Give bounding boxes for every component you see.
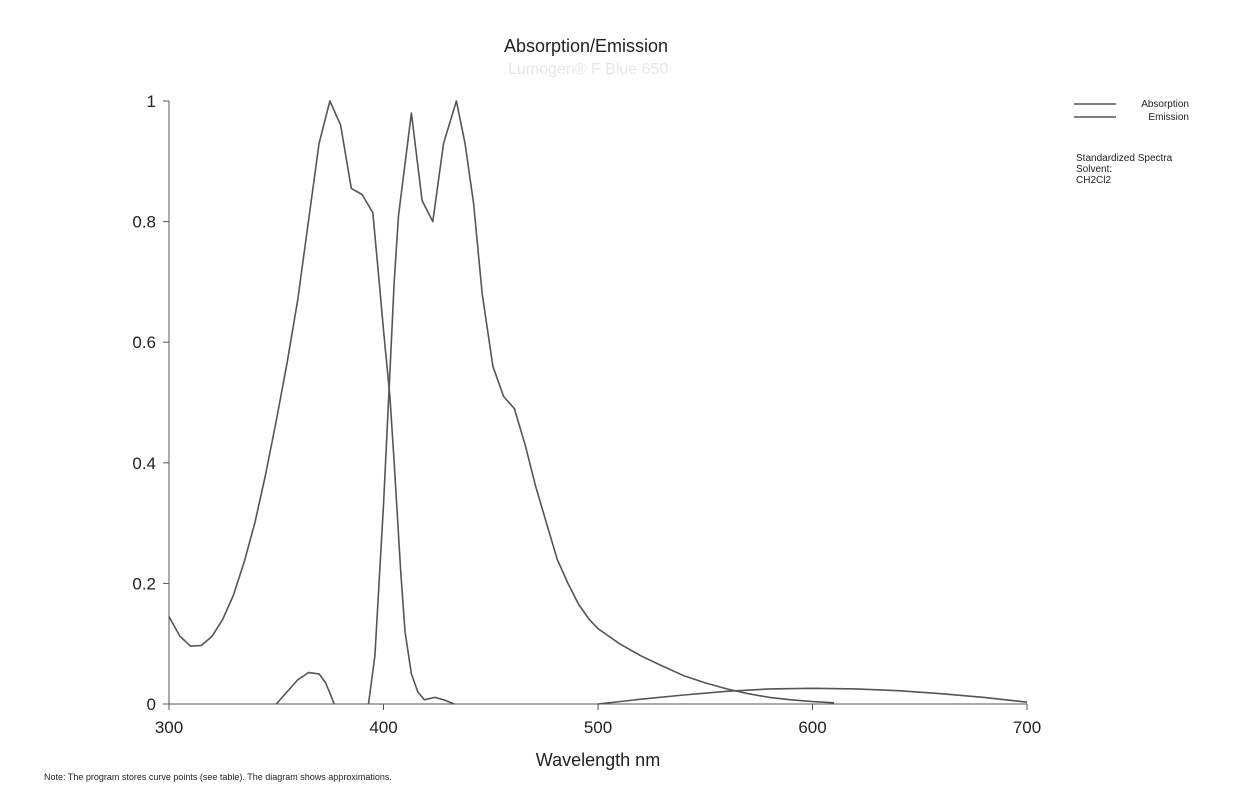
info-line-standardized: Standardized Spectra: [1076, 153, 1173, 164]
x-ticks: 300 400 500 600 700: [155, 704, 1041, 737]
y-tick-label: 0.6: [132, 333, 156, 352]
series-line-series-3: [275, 671, 335, 705]
x-tick-label: 400: [369, 718, 397, 737]
y-tick-label: 0.8: [132, 213, 156, 232]
legend: Absorption Emission: [1074, 99, 1189, 123]
y-tick-label: 0.4: [132, 454, 156, 473]
x-tick-label: 700: [1013, 718, 1041, 737]
y-tick-label: 1: [147, 92, 156, 111]
chart-subtitle-watermark: Lumogen® F Blue 650: [508, 61, 668, 78]
x-tick-label: 600: [798, 718, 826, 737]
series-line-series-4: [597, 687, 1028, 705]
y-ticks: 0 0.2 0.4 0.6 0.8 1: [132, 92, 169, 714]
series-line-emission: [367, 100, 835, 705]
x-tick-label: 300: [155, 718, 183, 737]
series-group: [168, 100, 1028, 705]
x-axis-label: Wavelength nm: [536, 750, 660, 770]
legend-label-emission: Emission: [1148, 112, 1189, 123]
y-tick-label: 0: [147, 695, 156, 714]
x-tick-label: 500: [584, 718, 612, 737]
chart-title: Absorption/Emission: [504, 36, 668, 56]
info-block: Standardized Spectra Solvent: CH2Cl2: [1076, 153, 1173, 186]
y-tick-label: 0.2: [132, 574, 156, 593]
legend-label-absorption: Absorption: [1141, 99, 1189, 110]
info-line-solvent: Solvent:: [1076, 164, 1112, 175]
footnote: Note: The program stores curve points (s…: [44, 772, 392, 782]
series-line-absorption: [168, 100, 455, 705]
info-line-solvent-value: CH2Cl2: [1076, 175, 1111, 186]
